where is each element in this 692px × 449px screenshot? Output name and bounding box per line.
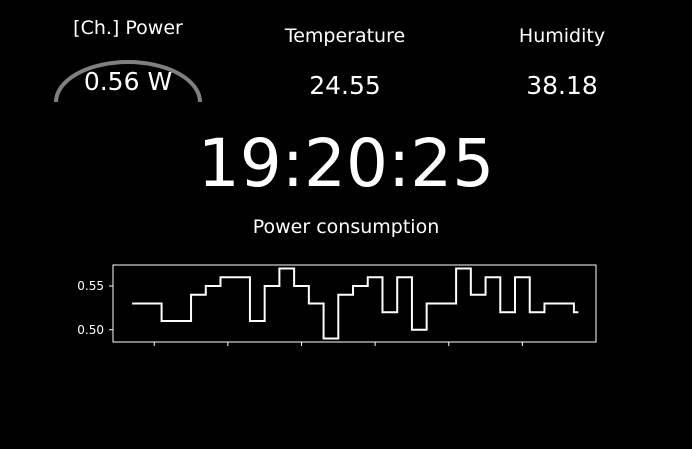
y-tick-label: 0.50 bbox=[77, 323, 104, 337]
y-tick-label: 0.55 bbox=[77, 279, 104, 293]
temperature-value: 24.55 bbox=[309, 71, 381, 100]
gauge-arc bbox=[54, 60, 202, 103]
chart-frame bbox=[112, 264, 597, 343]
temperature-label: Temperature bbox=[284, 25, 406, 47]
power-value: 0.56 W bbox=[83, 67, 173, 96]
power-gauge bbox=[54, 60, 202, 103]
humidity-value: 38.18 bbox=[526, 71, 598, 100]
power-label: [Ch.] Power bbox=[73, 17, 183, 39]
humidity-label: Humidity bbox=[518, 25, 606, 47]
chart-title: Power consumption bbox=[252, 216, 440, 238]
clock-time: 19:20:25 bbox=[197, 125, 495, 202]
power-series-line bbox=[132, 267, 579, 340]
